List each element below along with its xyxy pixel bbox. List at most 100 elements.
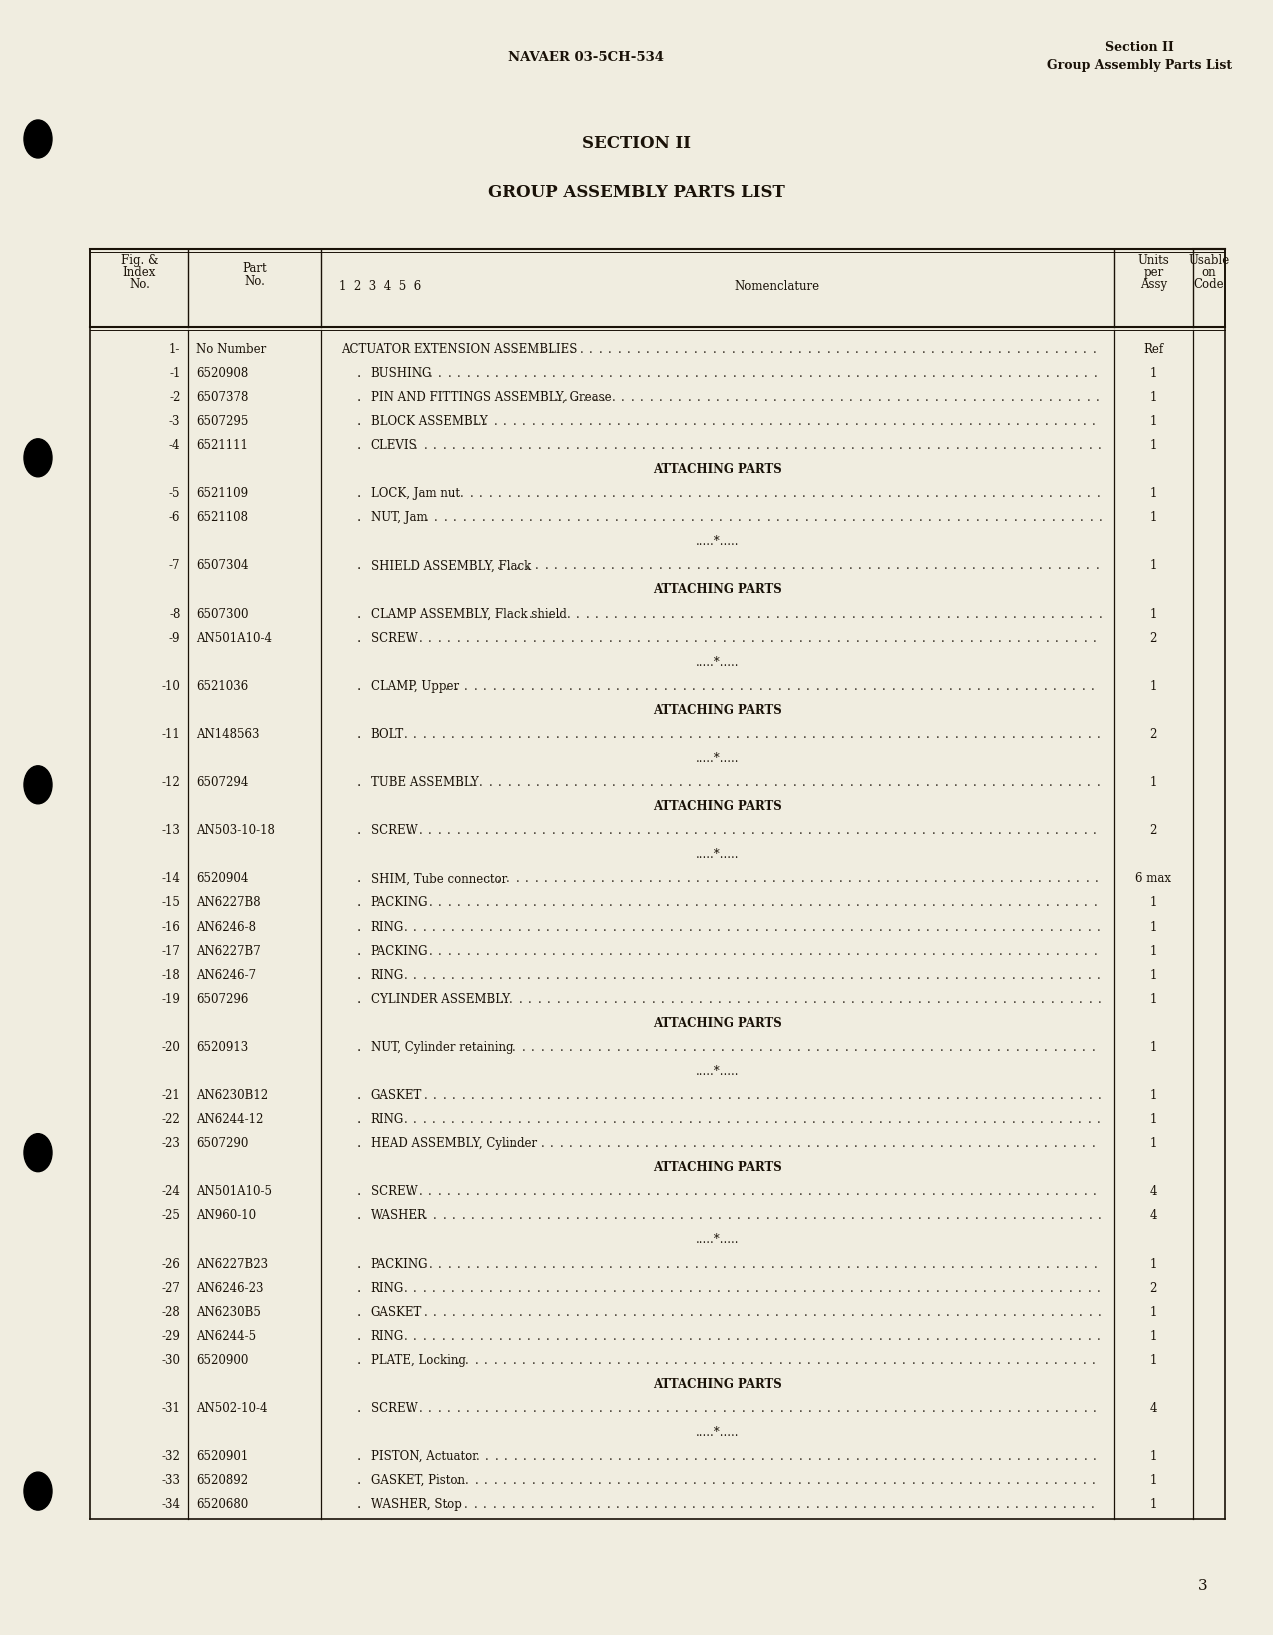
Text: .: . [593,487,597,500]
Text: .: . [784,968,788,981]
Text: .: . [566,440,570,451]
Text: .: . [1066,896,1069,909]
Text: .: . [869,728,873,741]
Text: .: . [1087,968,1091,981]
Text: .: . [813,1089,817,1102]
Text: .: . [816,680,820,693]
Text: .: . [679,391,682,404]
Text: .: . [922,631,925,644]
Text: .: . [964,968,967,981]
Text: .: . [626,1138,630,1149]
Text: .: . [508,1113,512,1127]
Text: .: . [1026,1401,1030,1414]
Text: .: . [941,1401,945,1414]
Ellipse shape [24,1472,52,1511]
Text: .: . [657,366,661,379]
Text: .: . [503,1041,507,1055]
Text: .: . [759,680,763,693]
Text: .: . [666,945,670,958]
Text: .: . [807,1041,811,1055]
Text: .: . [414,1282,418,1295]
Text: 1: 1 [1150,992,1157,1006]
Text: .: . [588,1498,592,1511]
Text: AN6230B12: AN6230B12 [196,1089,269,1102]
Text: .: . [849,777,853,790]
Text: .: . [803,992,807,1006]
Text: .: . [798,824,802,837]
Text: .: . [356,1475,362,1488]
Text: .: . [723,896,727,909]
Text: .: . [1083,1185,1087,1198]
Text: .: . [936,1329,939,1342]
Text: .: . [676,896,680,909]
Text: .: . [927,968,931,981]
Text: .: . [1012,1113,1016,1127]
Text: .: . [696,873,700,886]
Text: .: . [984,1089,988,1102]
Text: .: . [593,968,597,981]
Text: .: . [510,512,514,525]
Text: .: . [894,631,897,644]
Text: 4: 4 [1150,1401,1157,1414]
Text: .: . [542,1185,546,1198]
Text: .: . [990,873,994,886]
Text: .: . [766,608,770,621]
Text: GASKET, Piston: GASKET, Piston [370,1475,465,1488]
Text: .: . [707,777,710,790]
Text: .: . [712,1498,715,1511]
Text: .: . [481,1089,484,1102]
Text: .: . [896,559,900,572]
Text: .: . [708,1113,712,1127]
Text: .: . [765,1210,769,1223]
Text: .: . [597,1138,601,1149]
Text: .: . [840,777,844,790]
Text: .: . [708,921,712,934]
Text: .: . [798,343,802,356]
Text: .: . [840,921,844,934]
Text: .: . [522,1138,526,1149]
Text: .: . [973,391,976,404]
Text: .: . [973,559,976,572]
Text: .: . [788,1475,792,1488]
Text: .: . [633,992,636,1006]
Text: .: . [690,1306,694,1319]
Text: .: . [404,728,407,741]
Text: .: . [1036,1450,1040,1463]
Text: .: . [931,1041,934,1055]
Text: .: . [675,343,679,356]
Text: .: . [838,945,841,958]
Text: .: . [584,921,588,934]
Text: .: . [717,1113,721,1127]
Text: .: . [537,1210,541,1223]
Text: .: . [882,680,886,693]
Text: .: . [1057,873,1060,886]
Text: .: . [878,921,882,934]
Text: .: . [852,992,855,1006]
Text: .: . [547,608,551,621]
Text: .: . [785,608,789,621]
Text: .: . [612,777,616,790]
Text: PACKING: PACKING [370,945,428,958]
Text: .: . [1027,1257,1031,1270]
Text: .: . [803,728,807,741]
Text: .: . [574,921,578,934]
Text: .: . [541,415,545,428]
Text: .: . [648,945,651,958]
Text: .: . [550,1041,554,1055]
Text: .: . [927,440,931,451]
Text: .: . [1002,1113,1006,1127]
Text: .: . [494,415,498,428]
Text: .: . [584,1329,588,1342]
Text: .: . [750,1138,754,1149]
Text: .: . [864,631,868,644]
Text: .: . [740,1138,743,1149]
Text: .: . [897,1329,901,1342]
Text: .: . [953,391,957,404]
Text: .: . [1008,1257,1012,1270]
Text: .: . [1055,1185,1059,1198]
Text: .: . [636,1450,640,1463]
Text: .: . [457,1185,460,1198]
Text: .: . [666,1401,670,1414]
Text: .: . [505,873,509,886]
Text: .: . [845,343,849,356]
